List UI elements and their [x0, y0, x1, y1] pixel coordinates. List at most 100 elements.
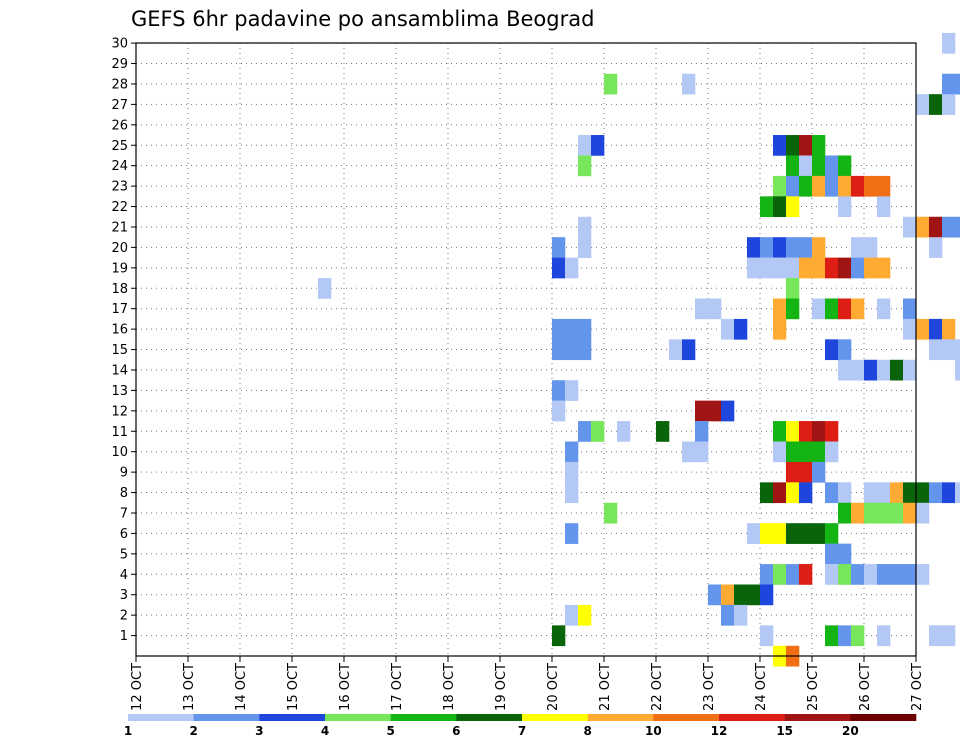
x-tick-label: 13 OCT	[182, 663, 197, 711]
heatmap-cell	[760, 196, 774, 218]
heatmap-cell	[773, 564, 787, 585]
heatmap-cell	[955, 359, 960, 381]
heatmap-cell	[799, 523, 813, 544]
heatmap-cell	[864, 359, 878, 381]
heatmap-cell	[812, 298, 826, 320]
heatmap-cell	[812, 175, 826, 197]
heatmap-cell	[864, 564, 878, 585]
heatmap-cell	[747, 523, 761, 544]
colorbar-label: 10	[645, 724, 662, 738]
heatmap-cell	[565, 441, 579, 463]
heatmap-cell	[942, 94, 956, 115]
heatmap-cell	[929, 318, 943, 340]
heatmap-cell	[669, 339, 683, 361]
heatmap-cell	[903, 298, 917, 320]
heatmap-cell	[916, 318, 930, 340]
heatmap-cell	[916, 502, 930, 524]
heatmap-cell	[799, 564, 813, 585]
colorbar-label: 3	[255, 724, 263, 738]
x-axis: 12 OCT 13 OCT 14 OCT 15 OCT 16 OCT 17 OCT 18 O…	[130, 656, 925, 711]
heatmap-cell	[773, 421, 787, 442]
heatmap-cell	[877, 298, 891, 320]
heatmap-cell	[786, 196, 800, 218]
x-tick-label: 14 OCT	[234, 663, 249, 711]
heatmap-cell	[890, 564, 904, 585]
heatmap-cell	[760, 237, 774, 258]
heatmap-cell	[864, 502, 878, 524]
heatmap-cell	[708, 400, 722, 422]
heatmap-cell	[903, 359, 917, 381]
grid-layer	[136, 42, 916, 656]
heatmap-cell	[565, 339, 579, 361]
colorbar-swatch	[784, 714, 851, 721]
heatmap-cell	[773, 175, 787, 197]
y-tick-label: 12	[111, 404, 128, 419]
heatmap-cell	[578, 421, 592, 442]
heatmap-cell	[916, 216, 930, 238]
heatmap-cell	[903, 318, 917, 340]
heatmap-cell	[721, 400, 735, 422]
heatmap-cell	[786, 564, 800, 585]
heatmap-cell	[825, 175, 839, 197]
heatmap-cell	[695, 298, 709, 320]
heatmap-cell	[864, 175, 878, 197]
heatmap-cell	[760, 257, 774, 279]
heatmap-cell	[812, 523, 826, 544]
heatmap-cell	[721, 318, 735, 340]
heatmap-cell	[708, 298, 722, 320]
colorbar-label: 2	[189, 724, 197, 738]
heatmap-cell	[773, 523, 787, 544]
x-tick-label: 22 OCT	[650, 663, 665, 711]
heatmap-cell	[786, 421, 800, 442]
heatmap-cell	[838, 175, 852, 197]
y-tick-label: 30	[111, 37, 128, 52]
heatmap-cell	[799, 155, 813, 177]
heatmap-cell	[929, 237, 943, 258]
heatmap-cell	[604, 502, 618, 524]
heatmap-cell	[838, 257, 852, 279]
heatmap-cell	[695, 400, 709, 422]
heatmap-cell	[682, 339, 696, 361]
heatmap-cell	[916, 94, 930, 115]
x-tick-label: 21 OCT	[598, 663, 613, 711]
heatmap-cell	[565, 604, 579, 626]
heatmap-cell	[773, 318, 787, 340]
y-tick-label: 26	[111, 118, 128, 133]
heatmap-cell	[760, 523, 774, 544]
heatmap-cell	[604, 73, 618, 95]
heatmap-cell	[760, 482, 774, 504]
heatmap-cell	[838, 196, 852, 218]
heatmap-cell	[916, 482, 930, 504]
heatmap-cell	[721, 604, 735, 626]
x-tick-label: 20 OCT	[546, 663, 561, 711]
colorbar-swatch	[259, 714, 326, 721]
heatmap-cell	[838, 502, 852, 524]
y-tick-label: 1	[120, 629, 128, 644]
heatmap-cell	[812, 237, 826, 258]
heatmap-cell	[552, 257, 566, 279]
heatmap-cell	[760, 564, 774, 585]
heatmap-cell	[682, 441, 696, 463]
heatmap-cell	[929, 339, 943, 361]
heatmap-cell	[552, 400, 566, 422]
heatmap-cell	[955, 216, 960, 238]
y-tick-label: 15	[111, 343, 128, 358]
colorbar-label: 15	[776, 724, 793, 738]
heatmap-cell	[942, 625, 956, 647]
y-tick-label: 8	[120, 486, 128, 501]
heatmap-cell	[916, 564, 930, 585]
heatmap-cell	[786, 257, 800, 279]
heatmap-cell	[955, 73, 960, 95]
heatmap-cell	[786, 482, 800, 504]
heatmap-cell	[786, 441, 800, 463]
colorbar-swatch	[587, 714, 654, 721]
heatmap-cell	[838, 564, 852, 585]
colorbar-swatch	[390, 714, 457, 721]
heatmap-cell	[942, 73, 956, 95]
heatmap-cell	[877, 359, 891, 381]
heatmap-cell	[747, 257, 761, 279]
heatmap-cell	[864, 482, 878, 504]
heatmap-cell	[825, 543, 839, 565]
heatmap-cell	[838, 155, 852, 177]
heatmap-cell	[695, 421, 709, 442]
